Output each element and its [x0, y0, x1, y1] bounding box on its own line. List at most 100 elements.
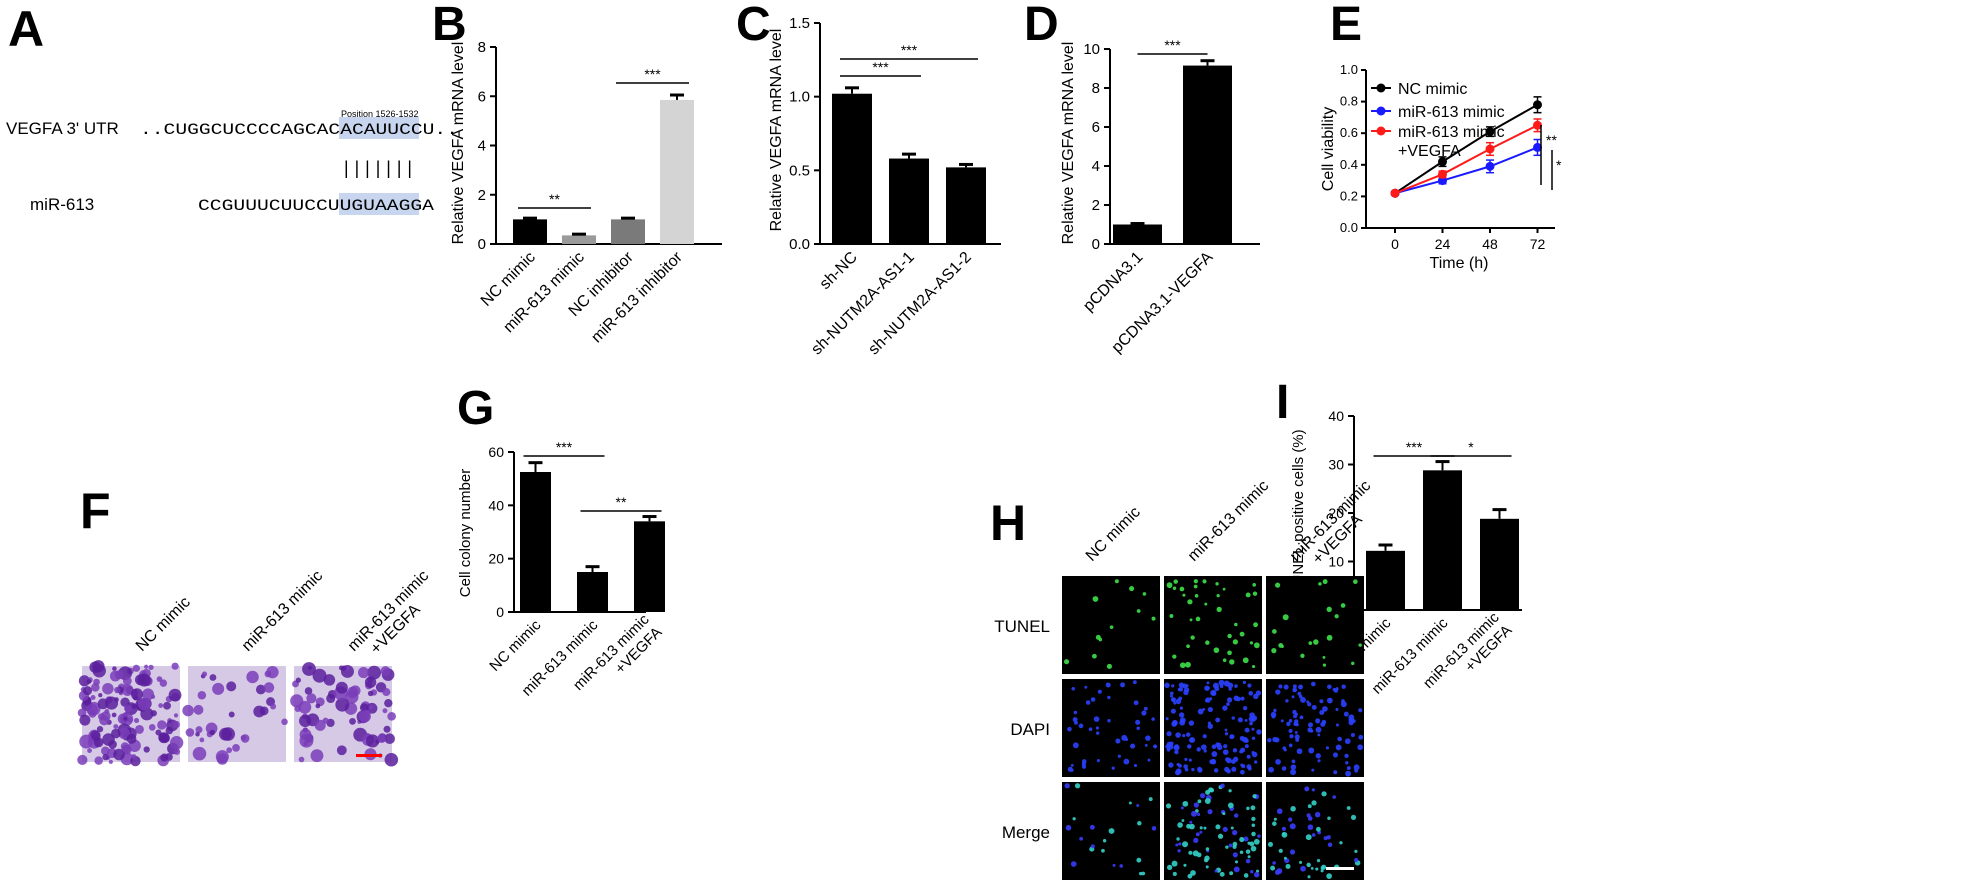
cell-dot — [1179, 706, 1184, 710]
cell-dot — [1286, 721, 1291, 727]
colony-cell — [89, 661, 101, 673]
cell-dot — [1231, 759, 1236, 764]
cell-dot — [1244, 738, 1249, 743]
cell-dot — [1193, 579, 1198, 584]
cell-dot — [1073, 710, 1078, 715]
colony-cell — [143, 746, 150, 753]
cell-dot — [1184, 757, 1188, 761]
y-tick-label: 60 — [488, 444, 504, 460]
cell-dot — [1311, 788, 1315, 792]
mir-seq-plain: CCGUUUCUUCCU — [198, 197, 340, 215]
panel-letter-g: G — [457, 382, 494, 435]
cell-dot — [1117, 754, 1121, 758]
cell-dot — [1315, 726, 1322, 733]
cell-dot — [1197, 767, 1203, 773]
cell-dot — [1072, 817, 1076, 821]
cell-dot — [1283, 856, 1287, 860]
bar — [634, 521, 665, 612]
cell-dot — [1346, 766, 1351, 771]
colony-cell — [150, 710, 157, 717]
legend-label: NC mimic — [1398, 81, 1467, 98]
panel-h-row-labels: TUNEL DAPI Merge — [994, 617, 1050, 842]
colony-cell — [91, 683, 100, 692]
y-axis-label: Relative VEGFA mRNA level — [768, 29, 785, 232]
panel-d-chart: D 0 2 4 6 8 10 Relative VEGFA mRNA levelpCDNA3.… — [1024, 0, 1260, 356]
y-tick-label: 4 — [1092, 158, 1100, 175]
utr-dots-right: .. — [434, 121, 458, 139]
cell-dot — [1209, 759, 1215, 765]
colony-cell — [383, 725, 391, 733]
cell-dot — [1151, 826, 1157, 831]
image-label: miR-613 mimic — [239, 567, 326, 654]
significance-marker: *** — [872, 59, 889, 75]
cell-dot — [1314, 811, 1321, 818]
cell-dot — [1276, 868, 1283, 875]
cell-dot — [1253, 871, 1260, 878]
cell-dot — [1225, 845, 1229, 849]
cell-dot — [1322, 706, 1328, 712]
cell-dot — [1188, 758, 1192, 762]
cell-dot — [1294, 734, 1300, 740]
colony-cell — [114, 686, 121, 694]
cell-dot — [1213, 768, 1219, 773]
colony-cell — [310, 749, 324, 763]
image-label: NC mimic — [133, 594, 194, 655]
cell-dot — [1228, 789, 1232, 793]
fluorescence-image — [1266, 576, 1364, 674]
cell-dot — [1226, 757, 1232, 764]
cell-dot — [1183, 863, 1187, 867]
cell-dot — [1307, 824, 1314, 831]
cell-dot — [1318, 582, 1322, 586]
fluorescence-image — [1164, 782, 1262, 880]
panel-letter-b: B — [432, 0, 467, 51]
colony-cell — [93, 678, 100, 686]
panel-letter-a: A — [8, 1, 44, 57]
y-tick-label: 4 — [478, 138, 486, 155]
cell-dot — [1203, 826, 1207, 830]
cell-dot — [1232, 639, 1239, 645]
significance-marker: ** — [549, 191, 560, 207]
cell-dot — [1326, 873, 1332, 879]
series-line — [1394, 124, 1538, 195]
cell-dot — [1148, 797, 1153, 802]
cell-dot — [1321, 864, 1327, 870]
cell-dot — [1229, 871, 1234, 876]
colony-cell — [109, 670, 121, 682]
significance-marker: *** — [1164, 37, 1181, 53]
colony-cell — [377, 734, 387, 743]
colony-cell — [160, 753, 169, 762]
cell-dot — [1306, 862, 1311, 868]
cell-dot — [1275, 759, 1281, 765]
cell-dot — [1326, 606, 1332, 613]
panel-letter-c: C — [736, 0, 771, 51]
colony-cell — [90, 694, 96, 701]
cell-dot — [1333, 688, 1339, 693]
cell-dot — [1228, 843, 1233, 848]
x-axis-label: Time (h) — [1430, 255, 1489, 272]
colony-cell — [104, 709, 110, 714]
colony-cell — [144, 664, 149, 669]
cell-dot — [1321, 791, 1327, 797]
cell-dot — [1304, 786, 1310, 792]
y-tick-label: 10 — [1328, 554, 1344, 570]
cell-dot — [1353, 579, 1358, 584]
cell-dot — [1141, 710, 1147, 716]
cell-dot — [1090, 844, 1095, 849]
x-category-label: NC mimic — [486, 616, 544, 674]
cell-dot — [1074, 783, 1081, 789]
data-point — [1533, 120, 1542, 130]
cell-dot — [1305, 834, 1312, 841]
cell-dot — [1224, 728, 1228, 732]
cell-dot — [1248, 690, 1254, 696]
utr-label: VEGFA 3' UTR — [6, 119, 119, 138]
cell-dot — [1278, 684, 1283, 689]
cell-dot — [1333, 770, 1338, 775]
cell-dot — [1212, 682, 1219, 689]
x-category-label: pCDNA3.1 — [1080, 249, 1146, 315]
row-label: DAPI — [1010, 720, 1050, 739]
utr-sequence: .. CUGGCUCCCCAGCAC ACAUUCC U.. — [140, 121, 458, 139]
colony-cell — [195, 726, 203, 734]
colony-cell — [226, 681, 237, 692]
pairing-lines: ||||||| — [341, 160, 415, 180]
cell-dot — [1222, 705, 1228, 711]
